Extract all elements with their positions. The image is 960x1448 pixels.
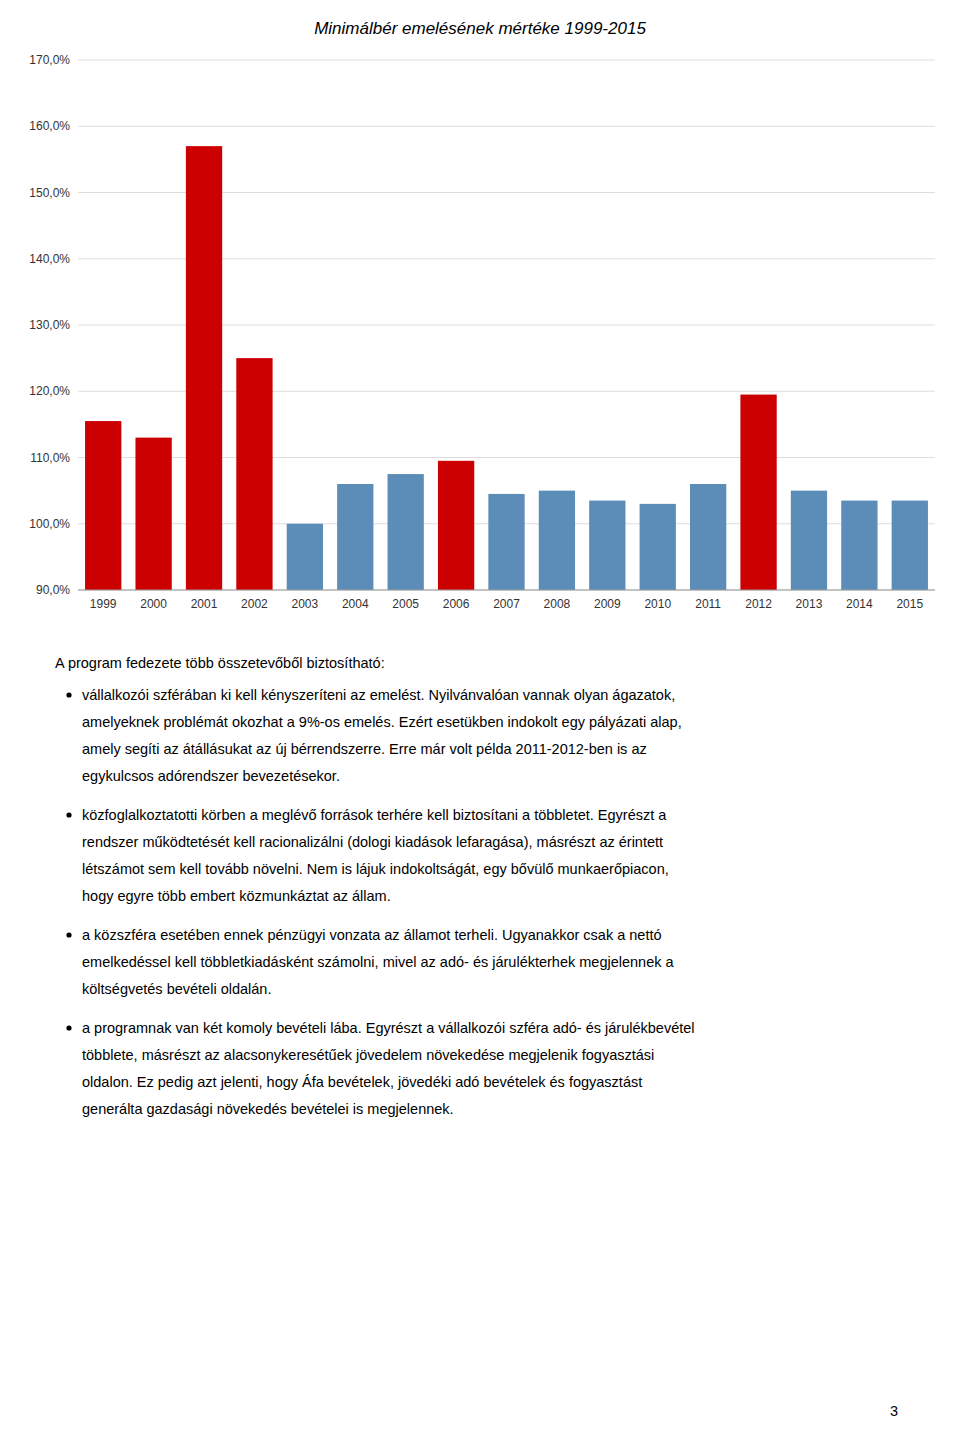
bar	[488, 494, 524, 590]
bar	[337, 484, 373, 590]
bar	[539, 491, 575, 590]
x-tick-label: 2011	[695, 597, 721, 611]
bullet	[66, 1025, 71, 1030]
bullet-line: létszámot sem kell tovább növelni. Nem i…	[82, 861, 669, 877]
bullet-line: a közszféra esetében ennek pénzügyi vonz…	[82, 927, 662, 943]
bullet-line: oldalon. Ez pedig azt jelenti, hogy Áfa …	[82, 1074, 642, 1090]
page: Minimálbér emelésének mértéke 1999-2015 9…	[0, 0, 960, 1448]
bullet-line: amelyeknek problémát okozhat a 9%-os eme…	[82, 714, 682, 730]
y-tick-label: 110,0%	[30, 451, 70, 465]
x-tick-label: 2008	[544, 597, 571, 611]
bullet-line: amely segíti az átállásukat az új bérren…	[82, 741, 647, 757]
y-tick-label: 130,0%	[29, 318, 70, 332]
grid-line	[78, 590, 935, 591]
x-tick-labels: 1999 2000 2001 2002 2003 2004 2005 2006 2007 2008…	[90, 597, 924, 611]
x-tick-label: 2013	[796, 597, 823, 611]
bar	[287, 524, 323, 590]
y-tick-label: 140,0%	[29, 252, 70, 266]
bar	[135, 438, 171, 590]
bar	[892, 501, 928, 590]
bullet-line: generálta gazdasági növekedés bevételei …	[82, 1101, 454, 1117]
bullet-line: többlete, másrészt az alacsonykeresétűek…	[82, 1047, 654, 1063]
bar	[791, 491, 827, 590]
bar	[690, 484, 726, 590]
x-tick-label: 2002	[241, 597, 268, 611]
y-tick-label: 90,0%	[36, 583, 70, 597]
grid-line	[78, 60, 935, 61]
bar	[640, 504, 676, 590]
bar	[186, 146, 222, 590]
bar	[236, 358, 272, 590]
y-tick-labels: 90,0% 100,0% 110,0% 120,0% 130,0% 140,0% 150,0…	[29, 53, 70, 597]
bars	[85, 146, 928, 590]
x-tick-label: 2010	[644, 597, 671, 611]
bullet-line: költségvetés bevételi oldalán.	[82, 981, 271, 997]
bar	[388, 474, 424, 590]
chart-title: Minimálbér emelésének mértéke 1999-2015	[314, 19, 646, 38]
header-line: A program fedezete több összetevőből biz…	[55, 655, 385, 671]
x-tick-label: 2003	[292, 597, 319, 611]
x-tick-label: 2005	[392, 597, 419, 611]
y-tick-label: 160,0%	[29, 119, 70, 133]
bar	[740, 395, 776, 590]
bullet-line: hogy egyre több embert közmunkáztat az á…	[82, 888, 391, 904]
y-tick-label: 150,0%	[29, 186, 70, 200]
page-number: 3	[890, 1403, 898, 1419]
x-tick-label: 2015	[896, 597, 923, 611]
y-tick-label: 100,0%	[29, 517, 70, 531]
bullet-line: a programnak van két komoly bevételi láb…	[82, 1020, 695, 1036]
bullet	[66, 692, 71, 697]
bullet-line: rendszer működtetését kell racionalizáln…	[82, 834, 663, 850]
x-tick-label: 2014	[846, 597, 873, 611]
bullet	[66, 932, 71, 937]
bullet-line: egykulcsos adórendszer bevezetésekor.	[82, 768, 340, 784]
y-tick-label: 170,0%	[29, 53, 70, 67]
bullet-line: vállalkozói szférában ki kell kényszerít…	[82, 687, 675, 703]
bullet	[66, 812, 71, 817]
y-tick-label: 120,0%	[29, 384, 70, 398]
body-text: A program fedezete több összetevőből biz…	[55, 655, 695, 1117]
bar	[841, 501, 877, 590]
x-tick-label: 2007	[493, 597, 520, 611]
bullet-line: emelkedéssel kell többletkiadásként szám…	[82, 954, 675, 970]
bar	[589, 501, 625, 590]
x-tick-label: 2012	[745, 597, 772, 611]
grid-line	[78, 126, 935, 127]
bar	[438, 461, 474, 590]
x-tick-label: 2006	[443, 597, 470, 611]
x-tick-label: 2001	[191, 597, 218, 611]
x-tick-label: 2004	[342, 597, 369, 611]
x-tick-label: 1999	[90, 597, 117, 611]
bar	[85, 421, 121, 590]
x-tick-label: 2000	[140, 597, 167, 611]
bullet-line: közfoglalkoztatotti körben a meglévő for…	[82, 807, 667, 823]
x-axis-line	[78, 590, 935, 591]
x-tick-label: 2009	[594, 597, 621, 611]
